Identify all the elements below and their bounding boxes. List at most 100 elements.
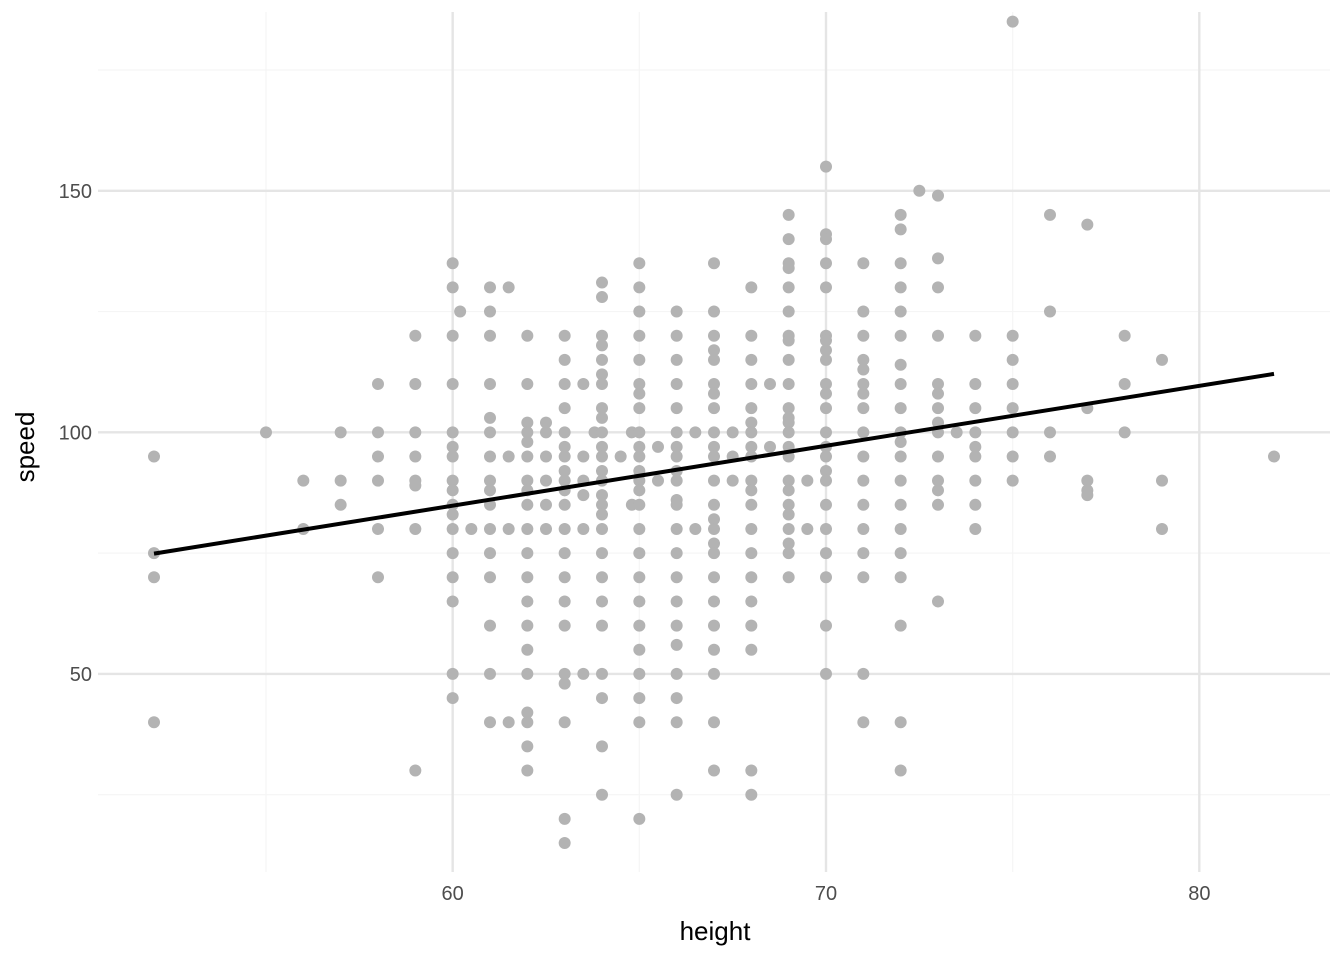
data-point (670, 547, 683, 560)
data-point (297, 474, 310, 487)
data-point (857, 716, 870, 729)
y-tick-label: 150 (59, 181, 92, 203)
data-point (558, 450, 571, 463)
data-point (633, 281, 646, 294)
data-point (670, 353, 683, 366)
data-point (540, 474, 552, 487)
data-point (745, 281, 758, 294)
data-point (596, 571, 608, 584)
data-point (708, 440, 720, 453)
data-point (540, 498, 552, 511)
data-point (782, 537, 795, 550)
data-point (334, 426, 347, 439)
data-point (1006, 474, 1019, 487)
data-point (577, 378, 590, 391)
data-point (932, 387, 944, 400)
y-tick-labels: 50 100 150 (59, 181, 92, 686)
trend-line-layer (153, 371, 1275, 556)
data-point (820, 426, 832, 439)
data-point (596, 740, 608, 753)
data-point (633, 716, 646, 729)
data-point (969, 498, 982, 511)
data-point (465, 522, 478, 535)
data-point (652, 474, 664, 487)
data-point (558, 353, 571, 366)
data-point (708, 571, 720, 584)
data-point (558, 677, 571, 690)
data-point (596, 547, 608, 560)
data-point (596, 402, 608, 415)
data-point (708, 522, 720, 535)
data-point (558, 464, 571, 477)
data-point (745, 522, 758, 535)
data-points (148, 15, 1280, 850)
data-point (633, 440, 646, 453)
data-point (857, 547, 870, 560)
data-point (670, 426, 683, 439)
data-point (820, 667, 832, 680)
x-tick-label: 80 (1188, 883, 1210, 905)
data-point (484, 378, 496, 391)
data-point (969, 440, 982, 453)
data-point (820, 257, 832, 270)
data-point (820, 387, 832, 400)
data-point (1006, 353, 1019, 366)
data-point (540, 450, 552, 463)
data-point (932, 498, 944, 511)
data-point (857, 329, 870, 342)
data-point (502, 522, 515, 535)
data-point (596, 464, 608, 477)
data-point (820, 450, 832, 463)
data-point (708, 474, 720, 487)
data-point (446, 571, 459, 584)
data-point (540, 416, 552, 429)
data-point (521, 619, 534, 632)
data-point (708, 353, 720, 366)
data-point (596, 489, 608, 502)
data-point (633, 643, 646, 656)
data-point (484, 474, 496, 487)
data-point (1044, 426, 1056, 439)
data-point (969, 402, 982, 415)
data-point (969, 450, 982, 463)
data-point (820, 160, 832, 173)
data-point (558, 498, 571, 511)
data-point (670, 498, 683, 511)
data-point (521, 436, 534, 448)
data-point (596, 291, 608, 304)
data-point (409, 479, 422, 492)
data-point (484, 619, 496, 632)
data-point (764, 378, 776, 391)
data-point (633, 547, 646, 560)
data-point (1044, 305, 1056, 318)
data-point (857, 450, 870, 463)
data-point (670, 440, 683, 453)
data-point (782, 522, 795, 535)
data-point (932, 450, 944, 463)
data-point (708, 595, 720, 608)
data-point (670, 638, 683, 651)
data-point (745, 416, 758, 429)
data-point (596, 426, 608, 439)
data-point (521, 416, 534, 429)
data-point (708, 426, 720, 439)
data-point (820, 378, 832, 391)
data-point (820, 474, 832, 487)
data-point (708, 344, 720, 357)
data-point (708, 378, 720, 391)
data-point (633, 522, 646, 535)
data-point (1118, 426, 1131, 439)
data-point (596, 667, 608, 680)
data-point (1081, 474, 1094, 487)
data-point (708, 257, 720, 270)
data-point (708, 329, 720, 342)
data-point (708, 305, 720, 318)
data-point (670, 788, 683, 801)
data-point (782, 334, 795, 347)
data-point (708, 547, 720, 560)
data-point (633, 426, 646, 439)
data-point (633, 353, 646, 366)
data-point (484, 305, 496, 318)
data-point (446, 450, 459, 463)
